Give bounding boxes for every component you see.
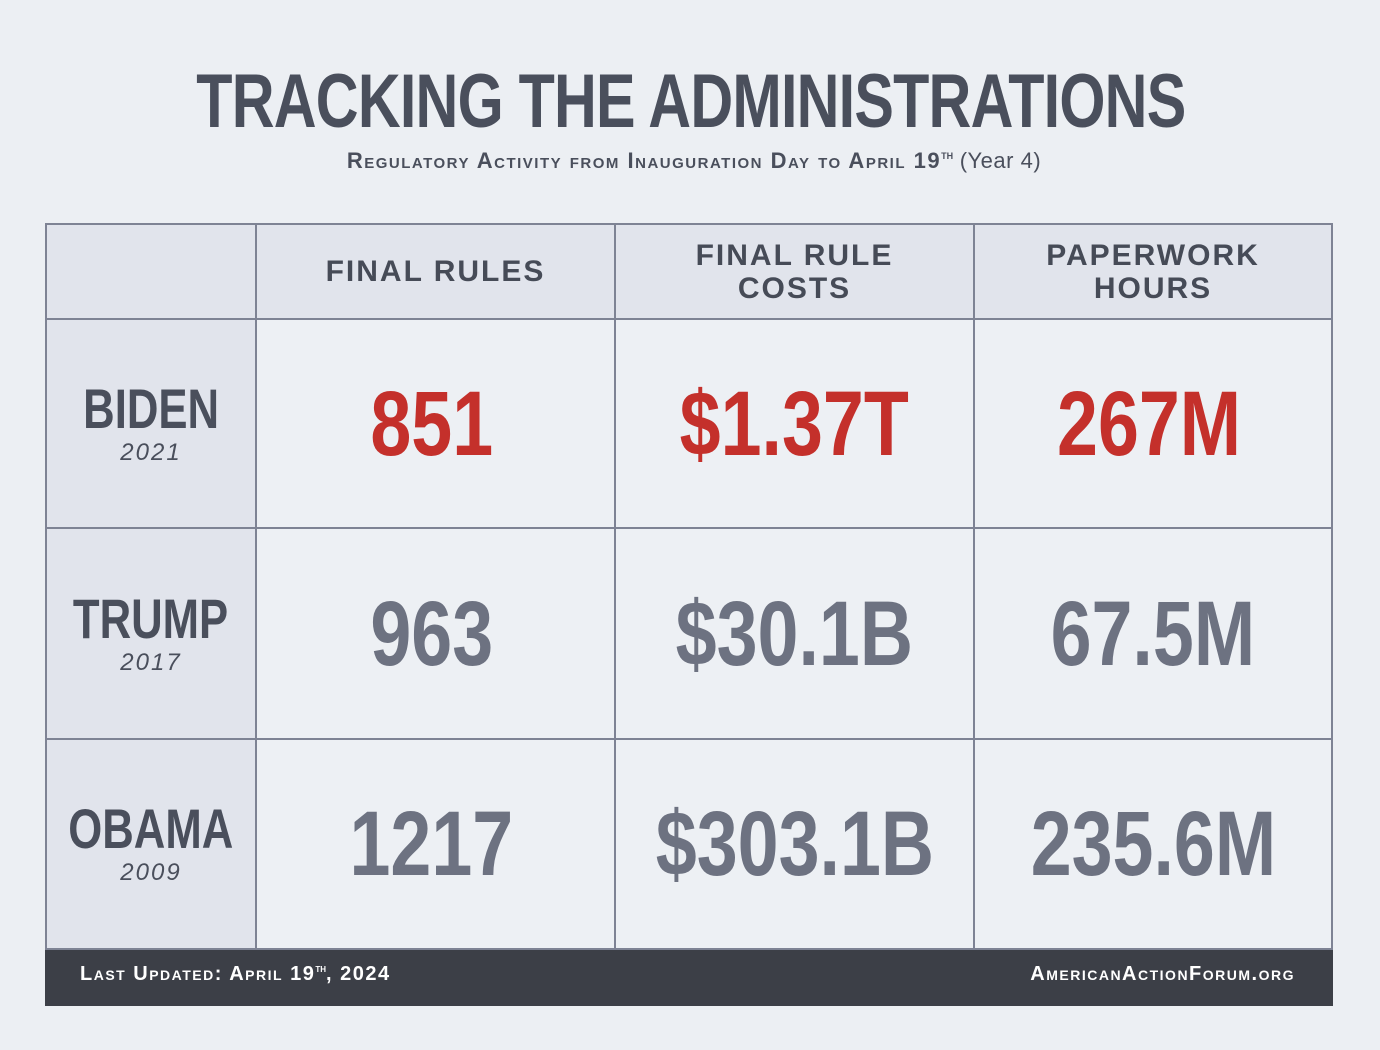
comparison-table: FINAL RULES FINAL RULE COSTS PAPERWORK H… — [45, 223, 1333, 950]
page-title: TRACKING THE ADMINISTRATIONS — [196, 59, 1186, 144]
row-label-biden: BIDEN 2021 — [45, 318, 257, 529]
header-paperwork-hours-label: PAPERWORK HOURS — [1046, 238, 1260, 305]
header-paperwork-hours: PAPERWORK HOURS — [973, 223, 1333, 320]
final-rule-costs-value: $30.1B — [675, 582, 914, 685]
table-cell: 1217 — [255, 738, 616, 950]
table-cell: $303.1B — [614, 738, 975, 950]
administration-year: 2021 — [120, 438, 182, 466]
table-cell: 963 — [255, 527, 616, 740]
website-link[interactable]: AmericanActionForum.org — [1030, 963, 1295, 985]
subtitle-tail: (Year 4) — [953, 148, 1042, 173]
header-final-rules-label: FINAL RULES — [325, 255, 546, 288]
administration-year: 2009 — [120, 859, 182, 886]
table-cell: 67.5M — [973, 527, 1333, 740]
final-rule-costs-value: $303.1B — [655, 793, 934, 895]
final-rules-value: 1217 — [349, 793, 514, 895]
administration-name: TRUMP — [73, 586, 229, 650]
table-cell: 235.6M — [973, 738, 1333, 950]
paperwork-hours-value: 267M — [1056, 372, 1242, 475]
administration-year: 2017 — [120, 648, 182, 676]
footer-bar: Last Updated: April 19th, 2024 AmericanA… — [45, 950, 1333, 1006]
header-corner-cell — [45, 223, 257, 320]
final-rules-value: 851 — [370, 372, 493, 475]
subtitle-superscript: th — [941, 147, 954, 162]
table-cell: $30.1B — [614, 527, 975, 740]
header-final-rule-costs: FINAL RULE COSTS — [614, 223, 975, 320]
last-updated-suffix: , 2024 — [326, 963, 391, 985]
final-rules-value: 963 — [370, 582, 493, 685]
subtitle-main: Regulatory Activity from Inauguration Da… — [346, 148, 942, 173]
last-updated-superscript: th — [315, 963, 327, 975]
paperwork-hours-value: 67.5M — [1050, 582, 1256, 685]
last-updated: Last Updated: April 19th, 2024 — [80, 963, 391, 986]
row-label-trump: TRUMP 2017 — [45, 527, 257, 740]
administration-name: BIDEN — [83, 376, 219, 440]
header-final-rule-costs-label: FINAL RULE COSTS — [695, 238, 894, 305]
paperwork-hours-value: 235.6M — [1030, 793, 1276, 895]
last-updated-prefix: Last Updated: April 19 — [80, 963, 316, 985]
table-cell: 851 — [255, 318, 616, 529]
page-subtitle: Regulatory Activity from Inauguration Da… — [0, 146, 1380, 176]
header-final-rules: FINAL RULES — [255, 223, 616, 320]
administration-name: OBAMA — [68, 797, 234, 860]
table-cell: $1.37T — [614, 318, 975, 529]
final-rule-costs-value: $1.37T — [679, 372, 910, 475]
row-label-obama: OBAMA 2009 — [45, 738, 257, 950]
table-cell: 267M — [973, 318, 1333, 529]
